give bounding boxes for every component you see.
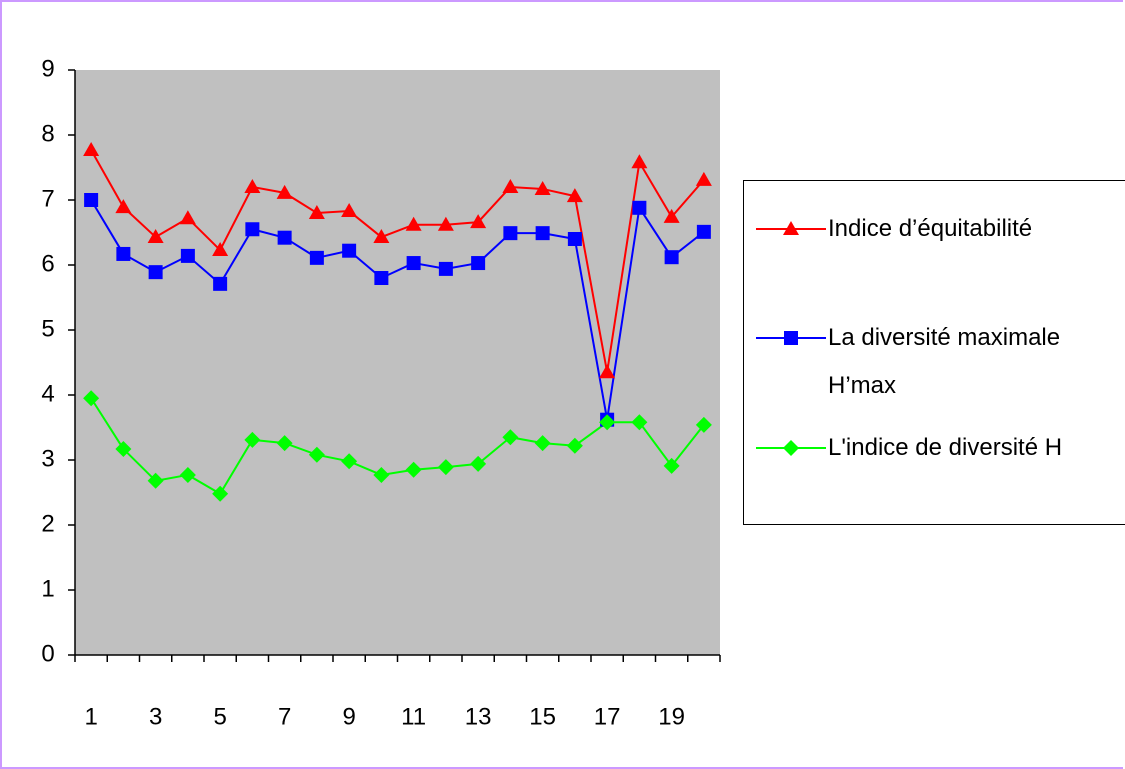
marker xyxy=(179,466,196,483)
y-tick-label: 4 xyxy=(41,380,54,407)
legend-swatch xyxy=(756,440,826,456)
marker xyxy=(599,364,616,379)
marker xyxy=(308,446,325,463)
marker xyxy=(245,222,260,237)
marker xyxy=(373,466,390,483)
x-tick-label: 9 xyxy=(342,703,355,730)
marker xyxy=(83,141,100,156)
marker xyxy=(212,485,229,502)
marker xyxy=(631,154,648,169)
x-tick-label: 7 xyxy=(278,703,291,730)
y-tick-label: 8 xyxy=(41,120,54,147)
marker xyxy=(213,276,228,291)
x-tick-label: 17 xyxy=(594,703,621,730)
marker xyxy=(502,179,519,193)
marker xyxy=(470,455,487,472)
x-tick-label: 19 xyxy=(658,703,685,730)
marker xyxy=(695,171,712,186)
legend-entry: La diversité maximale H’max xyxy=(756,314,1118,410)
y-tick-label: 2 xyxy=(41,510,54,537)
marker xyxy=(783,440,799,456)
x-tick-label: 11 xyxy=(401,703,426,730)
marker xyxy=(115,440,132,457)
marker xyxy=(276,435,293,452)
marker xyxy=(148,265,163,280)
x-tick-label: 5 xyxy=(213,703,226,730)
y-tick-label: 1 xyxy=(41,575,54,602)
marker xyxy=(535,226,550,241)
x-tick-label: 13 xyxy=(465,703,492,730)
marker xyxy=(534,180,551,195)
marker xyxy=(438,261,453,276)
x-tick-label: 1 xyxy=(84,703,97,730)
marker xyxy=(663,457,680,474)
marker xyxy=(437,459,454,476)
marker xyxy=(632,200,647,215)
marker xyxy=(179,210,196,225)
legend-label: L'indice de diversité H xyxy=(828,434,1063,461)
marker xyxy=(695,416,712,433)
marker xyxy=(277,230,292,245)
marker xyxy=(784,331,798,345)
marker xyxy=(116,246,131,261)
marker xyxy=(599,414,616,431)
marker xyxy=(180,248,195,263)
marker xyxy=(567,232,582,246)
legend-swatch xyxy=(756,221,826,235)
marker xyxy=(147,472,164,489)
legend-entry: L'indice de diversité H xyxy=(756,424,1118,472)
marker xyxy=(374,271,389,285)
x-tick-label: 3 xyxy=(149,703,162,730)
marker xyxy=(503,226,518,241)
legend: Indice d’équitabilité La diversité maxima… xyxy=(743,180,1125,525)
marker xyxy=(406,256,421,271)
marker xyxy=(147,229,164,244)
legend-swatch xyxy=(756,331,826,345)
marker xyxy=(696,224,711,239)
marker xyxy=(244,431,261,448)
marker xyxy=(663,208,680,223)
marker xyxy=(342,243,357,258)
marker xyxy=(308,205,325,219)
marker xyxy=(631,414,648,431)
x-tick-label: 15 xyxy=(529,703,556,730)
marker xyxy=(341,453,358,470)
marker xyxy=(373,229,390,244)
marker xyxy=(405,461,422,478)
legend-entry: Indice d’équitabilité xyxy=(756,205,1118,253)
marker xyxy=(309,250,324,265)
y-tick-label: 0 xyxy=(41,640,54,667)
y-tick-label: 3 xyxy=(41,445,54,472)
marker xyxy=(534,435,551,452)
marker xyxy=(84,193,99,207)
y-tick-label: 6 xyxy=(41,250,54,277)
y-tick-label: 5 xyxy=(41,315,54,342)
plot-area xyxy=(75,70,720,655)
marker xyxy=(83,390,100,407)
marker xyxy=(471,256,486,271)
marker xyxy=(437,216,454,231)
marker xyxy=(115,199,132,214)
marker xyxy=(276,184,293,199)
y-tick-label: 9 xyxy=(41,55,54,82)
marker xyxy=(341,203,358,218)
y-tick-label: 7 xyxy=(41,185,54,212)
marker xyxy=(405,216,422,231)
marker xyxy=(502,429,519,446)
marker xyxy=(664,250,679,265)
legend-label: La diversité maximale H’max xyxy=(828,324,1061,399)
marker xyxy=(566,437,583,454)
marker xyxy=(470,214,487,229)
marker xyxy=(566,188,583,203)
marker xyxy=(244,179,261,193)
legend-label: Indice d’équitabilité xyxy=(828,215,1033,242)
marker xyxy=(212,242,229,257)
marker xyxy=(783,221,799,235)
